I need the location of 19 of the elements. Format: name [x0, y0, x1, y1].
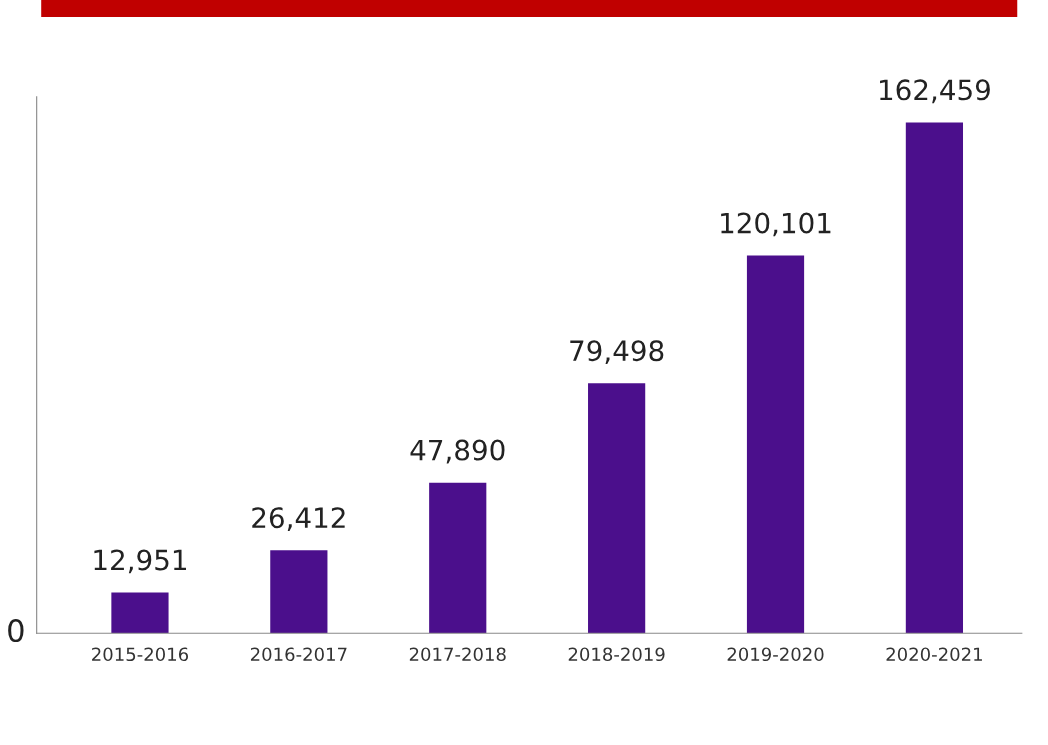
data-label: 26,412: [252, 507, 345, 531]
text: 0: [8, 619, 24, 643]
bar: [588, 383, 646, 634]
data-label: 162,459: [880, 79, 990, 104]
x-tick-label: 2017-2018: [409, 647, 506, 662]
data-label: 120,101: [721, 212, 831, 237]
bar: [429, 482, 487, 634]
data-label: 12,951: [94, 549, 186, 574]
data-label: 79,498: [570, 340, 664, 365]
bar: [905, 122, 964, 634]
x-tick-label: 2020-2021: [886, 647, 982, 662]
bar: [746, 255, 805, 634]
x-tick-label: 2016-2017: [250, 647, 347, 662]
data-label: 47,890: [410, 439, 505, 464]
bar: [270, 550, 328, 634]
bar: [111, 592, 169, 634]
x-tick-label: 2015-2016: [92, 647, 189, 662]
x-tick-label: 2018-2019: [568, 647, 665, 662]
x-tick-label: 2019-2020: [727, 647, 824, 662]
